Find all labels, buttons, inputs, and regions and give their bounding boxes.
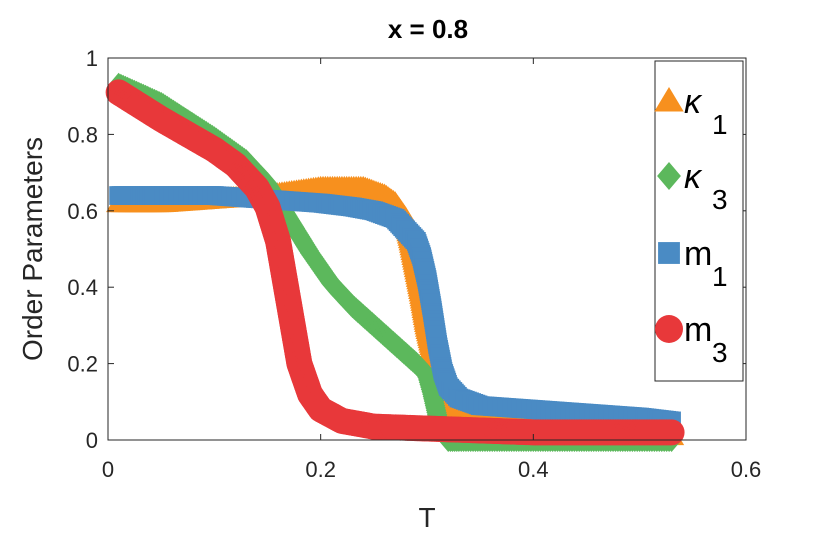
x-tick-label: 0.6 (731, 457, 762, 482)
y-tick-label: 0 (86, 428, 98, 453)
series-m3 (105, 79, 685, 446)
x-tick-label: 0.2 (305, 457, 336, 482)
plot-data-layer (105, 72, 685, 452)
legend-marker-triangle (654, 87, 684, 112)
series-m1 (109, 186, 681, 431)
x-tick-label: 0.4 (518, 457, 549, 482)
x-tick-label: 0 (102, 457, 114, 482)
y-tick-label: 0.8 (67, 122, 98, 147)
plot-frame (107, 57, 747, 441)
legend-label: m (684, 235, 712, 273)
legend-subscript: 1 (712, 261, 728, 292)
legend-marker-square (658, 242, 680, 264)
legend-subscript: 1 (712, 109, 728, 140)
y-tick-label: 0.6 (67, 199, 98, 224)
y-tick-label: 0.2 (67, 352, 98, 377)
y-tick-label: 1 (86, 46, 98, 71)
legend-label: κ (684, 83, 703, 121)
legend-marker-diamond (657, 162, 681, 190)
legend-label: κ (684, 158, 703, 196)
y-axis-label: Order Parameters (17, 137, 48, 361)
legend-subscript: 3 (712, 184, 728, 215)
chart-title: x = 0.8 (388, 14, 468, 44)
legend-label: m (684, 311, 712, 349)
y-tick-label: 0.4 (67, 275, 98, 300)
x-axis-label: T (418, 502, 435, 533)
legend-marker-circle (655, 315, 683, 343)
legend-subscript: 3 (712, 337, 728, 368)
axis-ticks: 0 0.2 0.4 0.6 0 0.2 0.4 0.6 0.8 1 (67, 46, 761, 482)
data-point (658, 419, 685, 446)
